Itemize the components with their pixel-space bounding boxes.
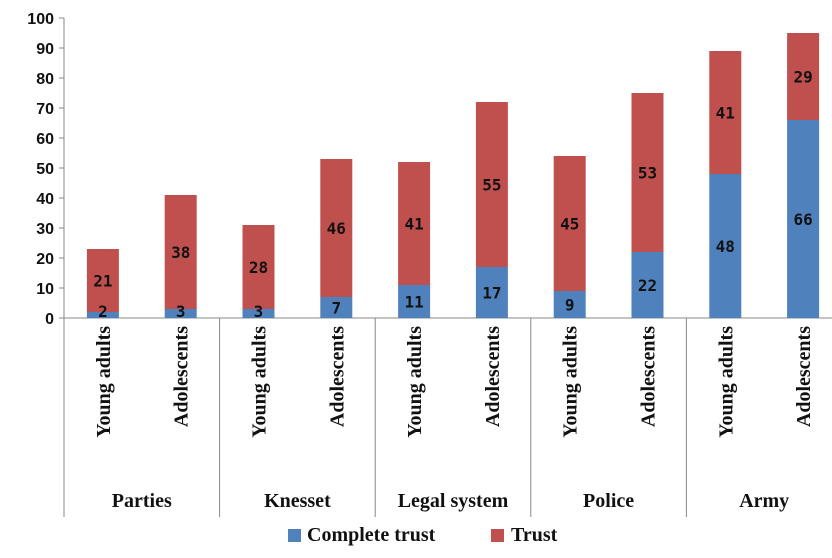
bar-complete-trust	[709, 174, 742, 318]
group-label: Police	[583, 490, 634, 512]
data-label-complete-trust: 17	[482, 284, 501, 303]
y-tick-label: 80	[36, 71, 54, 88]
x-axis: Young adults Adolescents Young adults Adole…	[63, 318, 815, 517]
bar-complete-trust	[475, 267, 508, 318]
bar-complete-trust	[320, 297, 353, 318]
legend-swatch-trust	[491, 529, 504, 542]
group-label: Knesset	[264, 490, 331, 512]
legend-swatch-complete-trust	[288, 529, 301, 542]
legend-label-trust: Trust	[511, 524, 558, 546]
data-label-complete-trust: 3	[254, 302, 264, 321]
data-label-complete-trust: 7	[331, 299, 341, 318]
x-category-label: Young adults	[715, 326, 737, 438]
y-tick-label: 90	[36, 41, 54, 58]
legend-label-complete-trust: Complete trust	[307, 524, 436, 546]
y-tick-label: 10	[36, 281, 54, 298]
x-category-label: Young adults	[93, 326, 115, 438]
bar-complete-trust	[631, 252, 664, 318]
y-tick-label: 30	[36, 221, 54, 238]
data-label-trust: 41	[716, 104, 735, 123]
x-category-label: Adolescents	[326, 326, 348, 427]
group-label: Legal system	[398, 490, 509, 512]
bar-trust	[398, 162, 431, 285]
bar-complete-trust	[242, 309, 275, 318]
data-label-complete-trust: 11	[404, 293, 423, 312]
bar-trust	[787, 33, 820, 120]
bar-trust	[475, 102, 508, 267]
y-tick-label: 0	[45, 311, 54, 328]
x-category-label: Adolescents	[171, 326, 193, 427]
y-tick-label: 100	[27, 11, 54, 28]
x-category-label: Adolescents	[638, 326, 660, 427]
data-label-complete-trust: 22	[638, 276, 657, 295]
axes: 0 10 20 30 40 50 60 70 80 90 100	[27, 11, 832, 328]
data-label-complete-trust: 2	[98, 302, 108, 321]
data-label-complete-trust: 66	[793, 210, 812, 229]
data-label-trust: 55	[482, 176, 501, 195]
x-category-label: Adolescents	[482, 326, 504, 427]
legend: Complete trust Trust	[288, 524, 558, 546]
data-label-trust: 53	[638, 164, 657, 183]
y-tick-label: 50	[36, 161, 54, 178]
data-label-complete-trust: 3	[176, 302, 186, 321]
bar-complete-trust	[164, 309, 197, 318]
y-tick-label: 40	[36, 191, 54, 208]
x-category-label: Young adults	[249, 326, 271, 438]
bar-trust	[320, 159, 353, 297]
data-label-complete-trust: 9	[565, 296, 575, 315]
data-label-trust: 46	[327, 219, 346, 238]
bar-trust	[242, 225, 275, 309]
bar-complete-trust	[787, 120, 820, 318]
group-label: Army	[739, 490, 789, 512]
bar-trust	[631, 93, 664, 252]
bars	[86, 33, 820, 318]
bar-complete-trust	[398, 285, 431, 318]
bar-complete-trust	[86, 312, 119, 318]
x-category-label: Adolescents	[793, 326, 815, 427]
bar-complete-trust	[553, 291, 586, 318]
data-label-trust: 41	[404, 215, 423, 234]
bar-trust	[709, 51, 742, 174]
bar-trust	[164, 195, 197, 309]
data-label-trust: 21	[93, 272, 112, 291]
bar-trust	[86, 249, 119, 312]
group-label: Parties	[112, 490, 172, 512]
x-category-label: Young adults	[560, 326, 582, 438]
data-label-trust: 38	[171, 243, 190, 262]
data-label-trust: 28	[249, 258, 268, 277]
y-tick-label: 60	[36, 131, 54, 148]
data-label-trust: 29	[793, 68, 812, 87]
x-category-label: Young adults	[404, 326, 426, 438]
y-tick-label: 20	[36, 251, 54, 268]
y-tick-label: 70	[36, 101, 54, 118]
bar-trust	[553, 156, 586, 291]
data-label-complete-trust: 48	[716, 237, 735, 256]
data-labels: 2 21 3 38 3 28 7 46 11 41 17 55 9 45 22 53 48 41 66 29	[93, 68, 812, 322]
data-label-trust: 45	[560, 215, 579, 234]
